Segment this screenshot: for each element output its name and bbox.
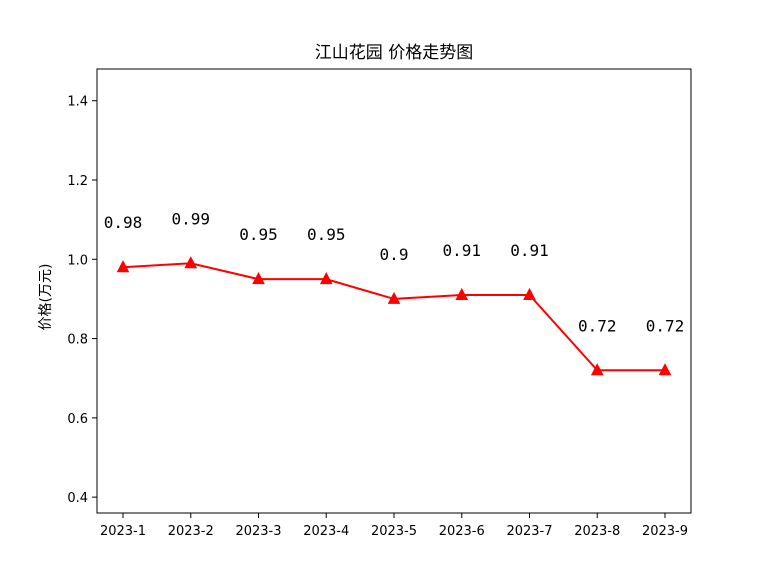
data-labels: 0.98 0.99 0.95 0.95 0.9 0.91 0.91 0.72 0.72 xyxy=(104,209,685,335)
y-axis: 0.4 0.6 0.8 1.0 1.2 1.4 xyxy=(67,95,97,506)
data-label: 0.95 xyxy=(307,225,346,244)
chart-title: 江山花园 价格走势图 xyxy=(315,43,473,63)
data-label: 0.91 xyxy=(442,241,481,260)
x-axis: 2023-1 2023-2 2023-3 2023-4 2023-5 2023-6 2023… xyxy=(100,513,688,539)
data-label: 0.72 xyxy=(646,316,685,335)
data-label: 0.91 xyxy=(510,241,549,260)
x-tick-label: 2023-5 xyxy=(371,524,417,539)
y-axis-label: 价格(万元) xyxy=(38,264,54,331)
data-label: 0.9 xyxy=(380,245,409,264)
y-tick-label: 1.4 xyxy=(67,95,88,110)
data-label: 0.72 xyxy=(578,316,617,335)
x-tick-label: 2023-8 xyxy=(574,524,620,539)
data-label: 0.99 xyxy=(171,209,210,228)
data-label: 0.98 xyxy=(104,213,143,232)
data-point-marker xyxy=(658,363,672,376)
data-point-marker xyxy=(184,256,198,269)
x-tick-label: 2023-4 xyxy=(303,524,349,539)
data-point-marker xyxy=(590,363,604,376)
y-tick-label: 0.8 xyxy=(67,333,88,348)
data-point-marker xyxy=(252,272,265,285)
y-tick-label: 0.6 xyxy=(67,412,88,427)
data-point-marker xyxy=(319,272,333,285)
y-tick-label: 1.2 xyxy=(67,174,88,189)
data-point-marker xyxy=(523,287,536,300)
data-point-marker xyxy=(455,287,469,300)
x-tick-label: 2023-3 xyxy=(235,524,281,539)
price-series xyxy=(116,256,672,376)
data-label: 0.95 xyxy=(239,225,278,244)
x-tick-label: 2023-2 xyxy=(168,524,214,539)
y-tick-label: 0.4 xyxy=(67,491,88,506)
x-tick-label: 2023-9 xyxy=(642,524,688,539)
y-tick-label: 1.0 xyxy=(67,253,88,268)
x-tick-label: 2023-1 xyxy=(100,524,146,539)
data-point-marker xyxy=(387,291,401,304)
data-point-marker xyxy=(116,260,130,273)
x-tick-label: 2023-7 xyxy=(506,524,552,539)
x-tick-label: 2023-6 xyxy=(439,524,485,539)
